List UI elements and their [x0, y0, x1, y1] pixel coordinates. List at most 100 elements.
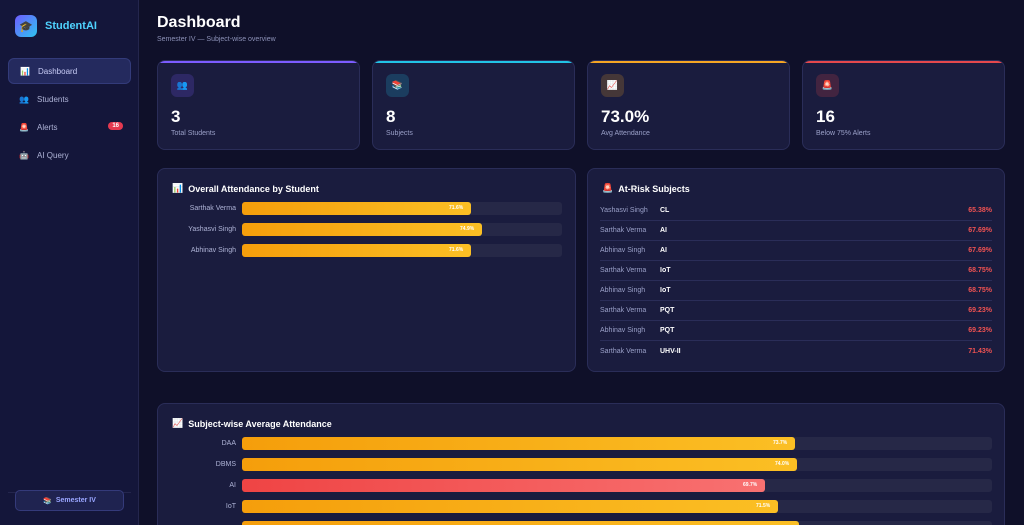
attendance-percent: 69.23%: [968, 307, 992, 314]
bar-fill: [242, 500, 778, 513]
trend-chart-icon: 📈: [172, 418, 184, 428]
student-name: Sarthak Verma: [600, 227, 647, 234]
student-name: Abhinav Singh: [600, 247, 646, 254]
bar-value-label: 71.6%: [449, 205, 464, 211]
stat-value: 8: [386, 107, 396, 126]
at-risk-row[interactable]: Sarthak Verma UHV-II 71.43%: [600, 341, 992, 361]
bar-row: DAA 73.7%: [172, 437, 992, 450]
bar-row: DBMS 74.0%: [172, 458, 992, 471]
alert-siren-icon: 🚨: [602, 183, 614, 193]
stat-card: 🚨 16 Below 75% Alerts: [802, 60, 1005, 150]
bar-track: 71.5%: [242, 500, 992, 513]
attendance-percent: 65.38%: [968, 207, 992, 214]
bar-label: AI: [229, 482, 236, 489]
bar-value-label: 69.7%: [743, 482, 758, 488]
subject-attendance-card: 📈 Subject-wise Average Attendance DAA 73.…: [157, 403, 1005, 525]
subject-code: PQT: [660, 327, 675, 334]
at-risk-row[interactable]: Sarthak Verma AI 67.69%: [600, 221, 992, 241]
bar-fill: [242, 521, 799, 525]
stat-icon: 👥: [171, 74, 194, 97]
stat-accent-bar: [158, 61, 359, 63]
at-risk-title: At-Risk Subjects: [618, 183, 690, 194]
bar-fill: [242, 202, 471, 215]
sidebar: 🎓 StudentAI 📊 Dashboard 👥 Students 🚨 Alerts 16…: [0, 0, 139, 525]
bar-track: 73.7%: [242, 437, 992, 450]
bar-fill: [242, 458, 797, 471]
bar-track: 74.0%: [242, 458, 992, 471]
page-subtitle: Semester IV — Subject-wise overview: [157, 36, 276, 43]
alert-count-badge: 16: [108, 122, 123, 130]
student-attendance-card: 📊 Overall Attendance by Student Sarthak …: [157, 168, 576, 372]
student-name: Abhinav Singh: [600, 327, 646, 334]
card-title: 📈 Subject-wise Average Attendance: [172, 418, 332, 429]
at-risk-row[interactable]: Abhinav Singh AI 67.69%: [600, 241, 992, 261]
stat-icon: 📈: [601, 74, 624, 97]
stat-value: 73.0%: [601, 107, 650, 126]
page-title: Dashboard: [157, 14, 241, 31]
nav-icon: 🤖: [19, 150, 29, 160]
attendance-percent: 71.43%: [968, 347, 992, 355]
student-name: Sarthak Verma: [600, 347, 647, 355]
subject-code: CL: [660, 207, 670, 214]
at-risk-card: 🚨 At-Risk Subjects Yashasvi Singh CL 65.38…: [587, 168, 1005, 372]
bar-label: DAA: [221, 440, 236, 447]
bar-row: IoT 71.5%: [172, 500, 992, 513]
sidebar-item-label: Dashboard: [38, 66, 78, 76]
student-chart-title: Overall Attendance by Student: [188, 183, 319, 194]
bar-label: DBMS: [215, 461, 236, 468]
student-name: Yashasvi Singh: [600, 207, 648, 214]
sidebar-item-ai-query[interactable]: 🤖 AI Query: [8, 142, 131, 168]
nav-icon: 📊: [20, 66, 30, 76]
stat-icon: 📚: [386, 74, 409, 97]
nav-icon: 👥: [19, 94, 29, 104]
student-name: Abhinav Singh: [600, 287, 646, 294]
at-risk-row[interactable]: Abhinav Singh PQT 69.23%: [600, 321, 992, 341]
at-risk-row[interactable]: Abhinav Singh IoT 68.75%: [600, 281, 992, 301]
bar-row: Yashasvi Singh 74.9%: [172, 223, 562, 236]
student-name: Sarthak Verma: [600, 307, 647, 314]
subject-chart-title: Subject-wise Average Attendance: [188, 418, 332, 429]
attendance-percent: 67.69%: [968, 227, 992, 234]
subject-code: AI: [660, 247, 667, 254]
bar-label: Sarthak Verma: [189, 205, 236, 212]
sidebar-item-dashboard[interactable]: 📊 Dashboard: [8, 58, 131, 84]
semester-button[interactable]: 📚 Semester IV: [15, 490, 124, 511]
attendance-percent: 68.75%: [968, 267, 992, 274]
sidebar-item-alerts[interactable]: 🚨 Alerts 16: [8, 114, 131, 140]
at-risk-row[interactable]: Yashasvi Singh CL 65.38%: [600, 201, 992, 221]
bar-row: [172, 521, 992, 525]
bar-label: Yashasvi Singh: [188, 226, 236, 233]
bar-fill: [242, 223, 482, 236]
at-risk-row[interactable]: Sarthak Verma PQT 69.23%: [600, 301, 992, 321]
stat-accent-bar: [588, 61, 789, 63]
subject-code: UHV-II: [660, 347, 681, 355]
subject-code: IoT: [660, 287, 671, 294]
stat-label: Below 75% Alerts: [816, 130, 871, 137]
sidebar-item-label: Alerts: [37, 122, 58, 132]
at-risk-row[interactable]: Sarthak Verma IoT 68.75%: [600, 261, 992, 281]
nav-icon: 🚨: [19, 122, 29, 132]
stat-accent-bar: [803, 61, 1004, 63]
stat-label: Avg Attendance: [601, 130, 650, 137]
bar-value-label: 71.5%: [756, 503, 771, 509]
stat-label: Total Students: [171, 130, 216, 137]
subject-code: AI: [660, 227, 667, 234]
books-icon: 📚: [43, 497, 52, 505]
bar-value-label: 74.0%: [775, 461, 790, 467]
brand[interactable]: 🎓 StudentAI: [15, 15, 97, 37]
stat-card: 📚 8 Subjects: [372, 60, 575, 150]
bar-track: [242, 521, 992, 525]
bar-row: AI 69.7%: [172, 479, 992, 492]
bar-track: 71.6%: [242, 244, 562, 257]
stat-accent-bar: [373, 61, 574, 63]
stat-card: 👥 3 Total Students: [157, 60, 360, 150]
stat-label: Subjects: [386, 130, 413, 137]
subject-code: IoT: [660, 267, 671, 274]
bar-fill: [242, 437, 795, 450]
stat-card: 📈 73.0% Avg Attendance: [587, 60, 790, 150]
sidebar-item-students[interactable]: 👥 Students: [8, 86, 131, 112]
bar-value-label: 71.6%: [449, 247, 464, 253]
brand-name: StudentAI: [45, 20, 97, 32]
sidebar-nav: 📊 Dashboard 👥 Students 🚨 Alerts 16 🤖 AI Query: [8, 58, 131, 170]
sidebar-item-label: AI Query: [37, 150, 69, 160]
